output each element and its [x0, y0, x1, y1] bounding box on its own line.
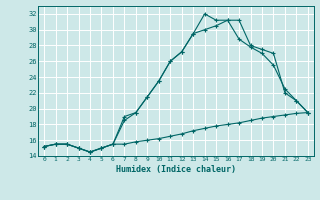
X-axis label: Humidex (Indice chaleur): Humidex (Indice chaleur)	[116, 165, 236, 174]
